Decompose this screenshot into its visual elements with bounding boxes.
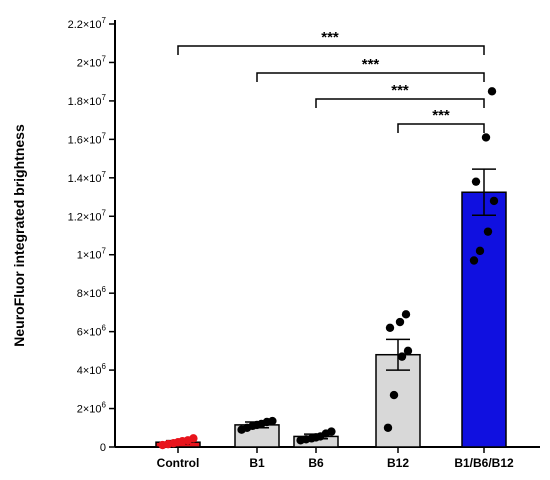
y-tick-label: 1.8×107 bbox=[68, 93, 107, 108]
data-point bbox=[389, 390, 399, 400]
x-tick-label: B1/B6/B12 bbox=[454, 456, 514, 470]
y-tick-label: 1.2×107 bbox=[68, 208, 107, 223]
significance-brackets: *** *** *** *** bbox=[177, 29, 485, 133]
data-point bbox=[327, 427, 336, 436]
y-axis-title: NeuroFluor integrated brightness bbox=[11, 124, 27, 347]
significance-bracket bbox=[256, 72, 485, 82]
y-tick-label: 8×106 bbox=[77, 285, 107, 300]
data-point bbox=[189, 434, 198, 443]
significance-label: *** bbox=[362, 56, 380, 73]
data-point bbox=[385, 323, 395, 332]
data-point bbox=[395, 317, 405, 327]
data-point bbox=[397, 352, 407, 361]
y-tick-label: 2.2×107 bbox=[68, 16, 107, 31]
data-point bbox=[469, 256, 479, 265]
y-tick-label: 0 bbox=[100, 442, 106, 454]
data-point bbox=[268, 416, 277, 426]
y-tick-label: 4×106 bbox=[77, 362, 107, 377]
significance-label: *** bbox=[321, 29, 339, 46]
significance-label: *** bbox=[432, 107, 450, 124]
data-point bbox=[401, 310, 411, 319]
significance-bracket bbox=[397, 123, 485, 133]
y-tick-label: 1.6×107 bbox=[68, 131, 107, 146]
bar bbox=[461, 191, 507, 448]
x-tick-label: B6 bbox=[308, 456, 324, 470]
axes: 0 2×106 4×106 6×106 8×106 1×107 1.2×107 1.4×107… bbox=[68, 16, 540, 470]
data-point bbox=[483, 227, 493, 236]
data-point bbox=[383, 423, 393, 432]
data-point bbox=[471, 177, 481, 186]
x-tick-label: B12 bbox=[387, 456, 409, 470]
x-tick-label: B1 bbox=[249, 456, 265, 470]
significance-bracket bbox=[177, 45, 485, 55]
data-point bbox=[403, 346, 413, 356]
data-point bbox=[489, 196, 499, 206]
y-tick-label: 1.4×107 bbox=[68, 170, 107, 185]
y-tick-label: 2×106 bbox=[77, 401, 107, 416]
significance-label: *** bbox=[391, 82, 409, 99]
y-tick-label: 6×106 bbox=[77, 324, 107, 339]
data-point bbox=[487, 87, 497, 96]
data-point bbox=[481, 133, 491, 142]
y-tick-label: 2×107 bbox=[77, 54, 107, 69]
y-tick-label: 1×107 bbox=[77, 247, 107, 262]
significance-bracket bbox=[315, 98, 485, 108]
x-tick-label: Control bbox=[157, 456, 200, 470]
data-point bbox=[475, 246, 485, 256]
bar-group bbox=[155, 87, 507, 450]
